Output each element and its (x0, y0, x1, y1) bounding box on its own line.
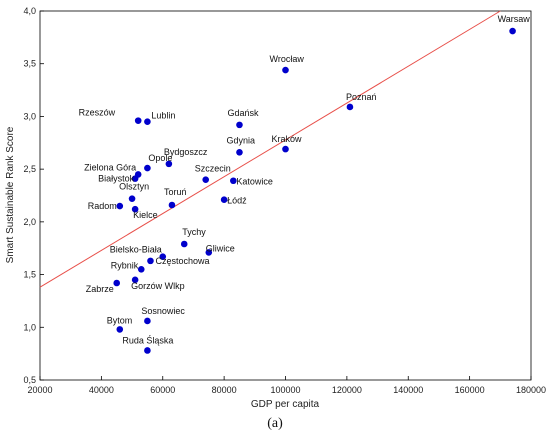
data-point (236, 121, 243, 129)
point-labels: Warsaw Wrocław Poznań Rzeszów Lublin Gdańsk Kr… (79, 14, 531, 345)
data-point (131, 175, 139, 182)
point-label: Kraków (272, 134, 303, 144)
data-point (220, 196, 228, 204)
y-axis: 0,5 1,0 1,5 2,0 2,5 3,0 3,5 4,0 (23, 6, 44, 385)
point-label: Lublin (151, 111, 175, 121)
x-tick-label: 80000 (212, 385, 237, 395)
point-label: Ruda Śląska (122, 334, 173, 345)
point-label: Opole (148, 153, 172, 163)
data-point (230, 177, 237, 185)
y-tick-label: 2,5 (23, 164, 36, 174)
point-label: Sosnowiec (141, 306, 185, 316)
data-point (113, 279, 121, 287)
data-point (509, 27, 516, 35)
point-label: Radom (88, 201, 117, 211)
data-point (159, 253, 167, 260)
y-tick-label: 2,0 (23, 217, 36, 227)
data-point (147, 257, 154, 265)
data-point (168, 201, 176, 209)
y-tick-label: 1,0 (23, 322, 36, 332)
point-label: Częstochowa (155, 256, 209, 266)
data-point (205, 249, 213, 256)
data-point (180, 240, 188, 248)
x-tick-label: 40000 (89, 385, 114, 395)
data-point (282, 145, 289, 153)
point-label: Poznań (346, 92, 377, 102)
x-tick-label: 20000 (27, 385, 52, 395)
point-label: Białystok (98, 174, 135, 184)
point-label: Szczecin (195, 164, 231, 174)
x-tick-label: 180000 (516, 385, 546, 395)
y-tick-label: 3,0 (23, 111, 36, 121)
x-tick-label: 160000 (455, 385, 485, 395)
y-tick-label: 4,0 (23, 6, 36, 16)
data-point (144, 317, 151, 325)
x-tick-label: 60000 (150, 385, 175, 395)
data-point (144, 347, 151, 354)
point-label: Gorzów Wlkp (131, 281, 185, 291)
data-points (113, 27, 516, 354)
point-label: Bydgoszcz (164, 147, 208, 157)
point-label: Gdynia (226, 135, 255, 145)
point-label: Tychy (182, 227, 206, 237)
x-tick-label: 100000 (270, 385, 300, 395)
point-label: Kielce (133, 210, 158, 220)
y-tick-label: 0,5 (23, 375, 36, 385)
data-point (116, 326, 124, 333)
data-point (282, 66, 289, 74)
point-label: Warsaw (498, 14, 531, 24)
data-point (137, 266, 145, 273)
x-tick-label: 120000 (332, 385, 362, 395)
point-label: Olsztyn (119, 182, 149, 192)
x-tick-label: 140000 (393, 385, 423, 395)
data-point (144, 118, 151, 125)
figure-caption: (a) (267, 416, 283, 431)
y-tick-label: 1,5 (23, 270, 36, 280)
data-point (202, 176, 210, 183)
data-point (144, 164, 151, 172)
x-axis-title: GDP per capita (251, 399, 320, 410)
point-label: Bielsko-Biała (110, 245, 162, 255)
point-label: Gdańsk (227, 108, 259, 118)
point-label: Gliwice (206, 243, 235, 253)
data-point (131, 276, 139, 284)
data-point (128, 195, 136, 202)
data-point (134, 117, 142, 124)
point-label: Rzeszów (79, 108, 116, 118)
point-label: Rybnik (111, 260, 139, 270)
data-point (165, 160, 173, 168)
point-label: Toruń (164, 187, 187, 197)
point-label: Katowice (236, 177, 273, 187)
point-label: Zabrze (86, 284, 114, 294)
data-point (236, 148, 243, 156)
y-axis-title: Smart Sustainable Rank Score (5, 126, 16, 263)
point-label: Bytom (107, 315, 133, 325)
trend-line (39, 10, 501, 288)
point-label: Wrocław (270, 54, 305, 64)
data-point (116, 202, 124, 210)
x-axis: 20000 40000 60000 80000 100000 120000 140000 16… (27, 376, 546, 395)
point-label: Łódź (227, 196, 247, 206)
data-point (131, 205, 139, 213)
y-tick-label: 3,5 (23, 59, 36, 69)
point-label: Zielona Góra (84, 162, 136, 172)
data-point (346, 103, 354, 111)
